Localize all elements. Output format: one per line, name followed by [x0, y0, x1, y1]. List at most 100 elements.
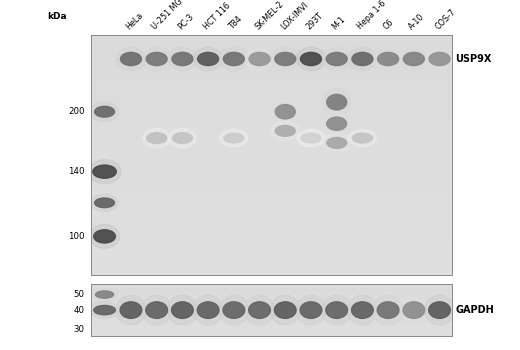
Ellipse shape [373, 295, 404, 325]
Text: COS-7: COS-7 [433, 7, 457, 32]
Ellipse shape [168, 47, 197, 71]
Text: M-1: M-1 [330, 15, 347, 32]
Ellipse shape [323, 88, 350, 116]
Ellipse shape [220, 130, 248, 147]
Ellipse shape [326, 52, 347, 65]
Text: USP9X: USP9X [456, 54, 492, 64]
Ellipse shape [219, 47, 249, 71]
Text: SK-MEL-2: SK-MEL-2 [253, 0, 285, 32]
Ellipse shape [296, 295, 326, 325]
Ellipse shape [373, 47, 403, 71]
Text: LOX-IMVI: LOX-IMVI [279, 0, 310, 32]
Ellipse shape [297, 130, 325, 147]
Ellipse shape [399, 47, 428, 71]
Ellipse shape [90, 194, 119, 211]
Ellipse shape [301, 52, 321, 65]
Ellipse shape [296, 47, 326, 71]
Ellipse shape [249, 52, 270, 65]
Text: T84: T84 [227, 15, 244, 32]
Text: U-251 MG: U-251 MG [150, 0, 185, 32]
Text: Hepa 1-6: Hepa 1-6 [356, 0, 388, 32]
Ellipse shape [94, 230, 115, 243]
Ellipse shape [348, 130, 376, 147]
Ellipse shape [323, 112, 350, 135]
Ellipse shape [96, 291, 113, 298]
Text: PC-3: PC-3 [176, 12, 196, 32]
Ellipse shape [198, 52, 218, 65]
Text: 293T: 293T [305, 11, 325, 32]
Ellipse shape [353, 133, 372, 143]
Ellipse shape [429, 52, 450, 65]
Text: kDa: kDa [47, 12, 67, 21]
Ellipse shape [399, 295, 429, 325]
Ellipse shape [147, 133, 166, 144]
Ellipse shape [89, 302, 120, 318]
Ellipse shape [88, 160, 121, 183]
Text: 140: 140 [68, 167, 84, 176]
Ellipse shape [425, 47, 454, 71]
Ellipse shape [321, 295, 352, 325]
Ellipse shape [141, 295, 172, 325]
Ellipse shape [275, 52, 296, 65]
Ellipse shape [275, 105, 295, 119]
Ellipse shape [249, 302, 270, 318]
Ellipse shape [327, 138, 347, 148]
Ellipse shape [90, 102, 119, 121]
Ellipse shape [120, 302, 142, 318]
Text: A-10: A-10 [408, 12, 427, 32]
Ellipse shape [193, 47, 223, 71]
Ellipse shape [271, 121, 299, 141]
Ellipse shape [89, 224, 120, 248]
Ellipse shape [348, 47, 377, 71]
Ellipse shape [116, 295, 146, 325]
Ellipse shape [327, 94, 347, 110]
Ellipse shape [270, 47, 300, 71]
Ellipse shape [428, 302, 450, 318]
Ellipse shape [95, 198, 114, 208]
Ellipse shape [172, 302, 193, 318]
Ellipse shape [245, 47, 274, 71]
Ellipse shape [146, 52, 167, 65]
Ellipse shape [223, 302, 245, 318]
Ellipse shape [173, 133, 192, 144]
Text: HeLa: HeLa [125, 11, 145, 32]
Ellipse shape [142, 47, 172, 71]
Ellipse shape [116, 47, 146, 71]
Ellipse shape [275, 302, 296, 318]
Ellipse shape [142, 128, 171, 148]
Text: 200: 200 [68, 107, 84, 116]
Ellipse shape [218, 295, 249, 325]
Text: C6: C6 [382, 18, 396, 32]
Text: GAPDH: GAPDH [456, 305, 494, 315]
Text: 40: 40 [73, 306, 84, 315]
Ellipse shape [95, 106, 114, 117]
Ellipse shape [146, 302, 167, 318]
Ellipse shape [167, 295, 198, 325]
Ellipse shape [121, 52, 141, 65]
Ellipse shape [197, 302, 219, 318]
Ellipse shape [378, 302, 399, 318]
Ellipse shape [224, 52, 244, 65]
Ellipse shape [92, 288, 117, 301]
Ellipse shape [326, 302, 347, 318]
Ellipse shape [352, 52, 373, 65]
Ellipse shape [172, 52, 193, 65]
Ellipse shape [347, 295, 378, 325]
Ellipse shape [404, 52, 424, 65]
Ellipse shape [270, 295, 301, 325]
Ellipse shape [275, 126, 295, 136]
Text: 50: 50 [73, 290, 84, 299]
Ellipse shape [403, 302, 425, 318]
Ellipse shape [322, 47, 352, 71]
Ellipse shape [224, 133, 244, 143]
Ellipse shape [94, 306, 115, 315]
Text: 30: 30 [73, 325, 84, 334]
Ellipse shape [378, 52, 399, 65]
Ellipse shape [271, 99, 299, 125]
Ellipse shape [168, 128, 197, 148]
Ellipse shape [352, 302, 373, 318]
Text: 100: 100 [68, 232, 84, 241]
Text: HCT 116: HCT 116 [202, 1, 232, 32]
Ellipse shape [301, 133, 321, 143]
Ellipse shape [93, 165, 116, 178]
